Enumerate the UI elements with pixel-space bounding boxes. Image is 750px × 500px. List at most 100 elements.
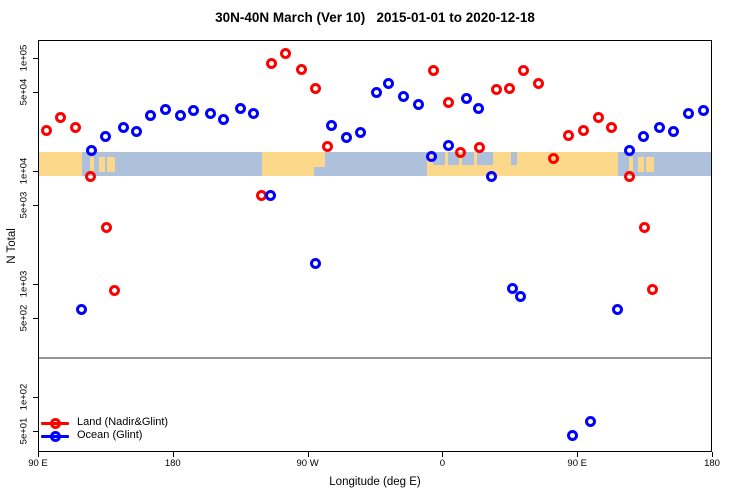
y-tick-label: 1e+02	[18, 383, 30, 411]
map-strip-sea-patch	[448, 152, 459, 166]
map-strip-land	[38, 152, 83, 177]
y-tick-label: 1e+05	[18, 44, 30, 72]
map-strip-island	[106, 156, 116, 172]
x-tick-mark	[38, 452, 39, 457]
data-point	[397, 90, 409, 102]
y-tick-label: 5e+01	[18, 417, 30, 445]
data-point	[585, 415, 597, 427]
map-strip-sea-patch	[433, 152, 446, 166]
x-tick-label: 180	[164, 458, 181, 469]
data-point	[131, 125, 143, 137]
data-point	[486, 170, 498, 182]
map-strip-island	[637, 156, 644, 172]
data-point	[426, 150, 438, 162]
data-point	[321, 140, 333, 152]
data-point	[654, 121, 666, 133]
chart-title: 30N-40N March (Ver 10) 2015-01-01 to 202…	[215, 10, 535, 25]
y-tick-mark	[33, 171, 38, 172]
data-point	[577, 124, 589, 136]
data-point	[507, 282, 519, 294]
data-point	[84, 170, 96, 182]
data-point	[370, 86, 382, 98]
data-point	[474, 142, 486, 154]
reference-line	[38, 357, 712, 360]
data-point	[188, 105, 200, 117]
data-point	[174, 109, 186, 121]
data-point	[442, 139, 454, 151]
y-tick-label: 5e+03	[18, 191, 30, 219]
plot-area: Land (Nadir&Glint) Ocean (Glint)	[38, 40, 712, 452]
y-tick-mark	[33, 397, 38, 398]
data-point	[592, 111, 604, 123]
data-point	[204, 108, 216, 120]
x-tick-mark	[577, 452, 579, 457]
x-tick-label: 90 E	[28, 458, 48, 469]
data-point	[624, 170, 636, 182]
map-strip-island	[628, 156, 634, 172]
data-point	[606, 121, 618, 133]
data-point	[266, 58, 278, 70]
y-tick-mark	[33, 205, 38, 207]
x-tick-mark	[442, 452, 444, 457]
data-point	[504, 82, 516, 94]
data-point	[697, 105, 709, 117]
x-tick-mark	[172, 452, 174, 457]
map-strip-sea-patch	[313, 166, 325, 177]
y-tick-mark	[33, 58, 38, 59]
data-point	[326, 119, 338, 131]
x-tick-label: 90 E	[567, 458, 587, 469]
data-point	[159, 104, 171, 116]
data-point	[54, 111, 66, 123]
data-point	[624, 145, 636, 157]
legend-label: Ocean (Glint)	[77, 429, 143, 441]
data-point	[612, 303, 624, 315]
y-tick-label: 5e+04	[18, 78, 30, 106]
y-tick-mark	[33, 431, 38, 433]
data-point	[514, 291, 526, 303]
y-tick-mark	[33, 284, 38, 285]
data-point	[99, 131, 111, 143]
y-tick-label: 1e+04	[18, 157, 30, 185]
map-strip-island	[89, 156, 95, 172]
map-strip-island	[646, 156, 655, 172]
map-strip-sea-patch	[476, 152, 494, 166]
y-tick-mark	[33, 318, 38, 320]
y-axis-label: N Total	[6, 228, 18, 264]
data-point	[75, 303, 87, 315]
data-point	[517, 65, 529, 77]
x-tick-mark	[307, 452, 309, 457]
x-tick-mark	[712, 452, 713, 457]
data-point	[144, 109, 156, 121]
x-tick-label: 0	[439, 458, 446, 469]
map-strip-sea-patch	[511, 152, 518, 166]
data-point	[460, 92, 472, 104]
data-point	[442, 97, 454, 109]
legend-marker-circle	[49, 417, 61, 429]
data-point	[41, 124, 53, 136]
data-point	[309, 257, 321, 269]
y-tick-label: 1e+03	[18, 270, 30, 298]
data-point	[682, 108, 694, 120]
data-point	[248, 107, 260, 119]
data-point	[341, 132, 353, 144]
data-point	[264, 189, 276, 201]
data-point	[646, 284, 658, 296]
data-point	[639, 222, 651, 234]
data-point	[309, 82, 321, 94]
data-point	[108, 284, 120, 296]
y-tick-label: 5e+02	[18, 304, 30, 332]
data-point	[472, 102, 484, 114]
map-strip-sea-patch	[461, 152, 474, 166]
data-point	[667, 125, 679, 137]
x-axis-label: Longitude (deg E)	[329, 476, 421, 488]
data-point	[296, 64, 308, 76]
data-point	[117, 121, 129, 133]
data-point	[234, 103, 246, 115]
y-tick-mark	[33, 92, 38, 94]
data-point	[101, 222, 113, 234]
data-point	[532, 78, 544, 90]
data-point	[637, 131, 649, 143]
legend-label: Land (Nadir&Glint)	[77, 416, 169, 428]
data-point	[69, 121, 81, 133]
